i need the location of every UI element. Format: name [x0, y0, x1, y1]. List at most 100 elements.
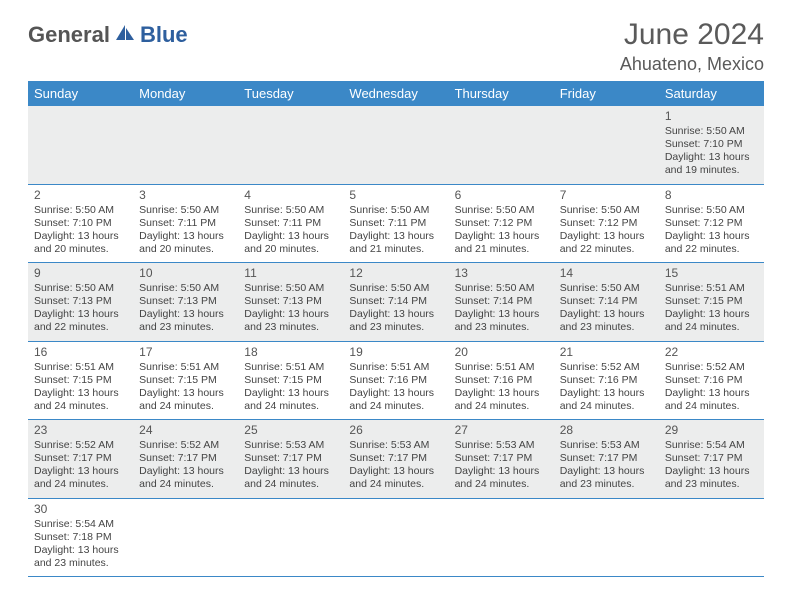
- page: General Blue June 2024 Ahuateno, Mexico …: [0, 0, 792, 595]
- day-number: 22: [665, 345, 758, 360]
- sunset-line: Sunset: 7:12 PM: [665, 217, 758, 230]
- calendar-day-cell: 5Sunrise: 5:50 AMSunset: 7:11 PMDaylight…: [343, 184, 448, 263]
- calendar-day-cell: 1Sunrise: 5:50 AMSunset: 7:10 PMDaylight…: [659, 106, 764, 184]
- daylight-line: Daylight: 13 hours and 23 minutes.: [560, 308, 653, 334]
- sunrise-line: Sunrise: 5:50 AM: [665, 125, 758, 138]
- page-title: June 2024: [620, 18, 764, 52]
- day-number: 5: [349, 188, 442, 203]
- calendar-day-cell: [133, 106, 238, 184]
- weekday-header: Sunday: [28, 81, 133, 106]
- sunrise-line: Sunrise: 5:50 AM: [139, 282, 232, 295]
- header: General Blue June 2024 Ahuateno, Mexico: [28, 18, 764, 75]
- calendar-day-cell: [554, 106, 659, 184]
- sunset-line: Sunset: 7:11 PM: [244, 217, 337, 230]
- daylight-line: Daylight: 13 hours and 23 minutes.: [244, 308, 337, 334]
- title-block: June 2024 Ahuateno, Mexico: [620, 18, 764, 75]
- sunrise-line: Sunrise: 5:50 AM: [560, 204, 653, 217]
- logo-text-general: General: [28, 22, 110, 48]
- calendar-day-cell: [554, 498, 659, 577]
- day-number: 15: [665, 266, 758, 281]
- sunrise-line: Sunrise: 5:53 AM: [349, 439, 442, 452]
- weekday-header: Thursday: [449, 81, 554, 106]
- day-number: 18: [244, 345, 337, 360]
- daylight-line: Daylight: 13 hours and 22 minutes.: [665, 230, 758, 256]
- location-label: Ahuateno, Mexico: [620, 54, 764, 75]
- weekday-header: Tuesday: [238, 81, 343, 106]
- sail-icon: [114, 24, 136, 47]
- calendar-day-cell: 28Sunrise: 5:53 AMSunset: 7:17 PMDayligh…: [554, 420, 659, 499]
- calendar-body: 1Sunrise: 5:50 AMSunset: 7:10 PMDaylight…: [28, 106, 764, 577]
- sunset-line: Sunset: 7:15 PM: [665, 295, 758, 308]
- logo: General Blue: [28, 22, 188, 48]
- sunrise-line: Sunrise: 5:52 AM: [139, 439, 232, 452]
- sunset-line: Sunset: 7:15 PM: [244, 374, 337, 387]
- daylight-line: Daylight: 13 hours and 22 minutes.: [560, 230, 653, 256]
- sunset-line: Sunset: 7:17 PM: [244, 452, 337, 465]
- calendar-day-cell: 4Sunrise: 5:50 AMSunset: 7:11 PMDaylight…: [238, 184, 343, 263]
- day-number: 13: [455, 266, 548, 281]
- weekday-header: Friday: [554, 81, 659, 106]
- daylight-line: Daylight: 13 hours and 24 minutes.: [455, 387, 548, 413]
- calendar-day-cell: 21Sunrise: 5:52 AMSunset: 7:16 PMDayligh…: [554, 341, 659, 420]
- daylight-line: Daylight: 13 hours and 20 minutes.: [139, 230, 232, 256]
- calendar-day-cell: 20Sunrise: 5:51 AMSunset: 7:16 PMDayligh…: [449, 341, 554, 420]
- calendar-day-cell: [238, 498, 343, 577]
- calendar-week-row: 16Sunrise: 5:51 AMSunset: 7:15 PMDayligh…: [28, 341, 764, 420]
- calendar-day-cell: [133, 498, 238, 577]
- sunset-line: Sunset: 7:11 PM: [349, 217, 442, 230]
- day-number: 2: [34, 188, 127, 203]
- sunset-line: Sunset: 7:12 PM: [560, 217, 653, 230]
- day-number: 24: [139, 423, 232, 438]
- sunrise-line: Sunrise: 5:52 AM: [665, 361, 758, 374]
- calendar-day-cell: 7Sunrise: 5:50 AMSunset: 7:12 PMDaylight…: [554, 184, 659, 263]
- calendar-day-cell: 30Sunrise: 5:54 AMSunset: 7:18 PMDayligh…: [28, 498, 133, 577]
- calendar-day-cell: [449, 106, 554, 184]
- sunset-line: Sunset: 7:17 PM: [139, 452, 232, 465]
- calendar-day-cell: 26Sunrise: 5:53 AMSunset: 7:17 PMDayligh…: [343, 420, 448, 499]
- sunset-line: Sunset: 7:13 PM: [34, 295, 127, 308]
- sunrise-line: Sunrise: 5:54 AM: [34, 518, 127, 531]
- sunrise-line: Sunrise: 5:50 AM: [455, 282, 548, 295]
- sunrise-line: Sunrise: 5:50 AM: [349, 204, 442, 217]
- sunset-line: Sunset: 7:17 PM: [560, 452, 653, 465]
- sunrise-line: Sunrise: 5:53 AM: [455, 439, 548, 452]
- sunset-line: Sunset: 7:17 PM: [349, 452, 442, 465]
- daylight-line: Daylight: 13 hours and 21 minutes.: [349, 230, 442, 256]
- weekday-header: Saturday: [659, 81, 764, 106]
- daylight-line: Daylight: 13 hours and 24 minutes.: [349, 465, 442, 491]
- logo-text-blue: Blue: [140, 22, 188, 48]
- sunrise-line: Sunrise: 5:50 AM: [455, 204, 548, 217]
- sunset-line: Sunset: 7:13 PM: [244, 295, 337, 308]
- daylight-line: Daylight: 13 hours and 23 minutes.: [349, 308, 442, 334]
- calendar-week-row: 30Sunrise: 5:54 AMSunset: 7:18 PMDayligh…: [28, 498, 764, 577]
- sunset-line: Sunset: 7:14 PM: [349, 295, 442, 308]
- daylight-line: Daylight: 13 hours and 24 minutes.: [455, 465, 548, 491]
- calendar-day-cell: 12Sunrise: 5:50 AMSunset: 7:14 PMDayligh…: [343, 263, 448, 342]
- sunrise-line: Sunrise: 5:50 AM: [244, 204, 337, 217]
- daylight-line: Daylight: 13 hours and 24 minutes.: [665, 308, 758, 334]
- day-number: 20: [455, 345, 548, 360]
- sunset-line: Sunset: 7:10 PM: [665, 138, 758, 151]
- sunrise-line: Sunrise: 5:51 AM: [455, 361, 548, 374]
- calendar-day-cell: 29Sunrise: 5:54 AMSunset: 7:17 PMDayligh…: [659, 420, 764, 499]
- weekday-header: Monday: [133, 81, 238, 106]
- daylight-line: Daylight: 13 hours and 24 minutes.: [139, 387, 232, 413]
- calendar-day-cell: 6Sunrise: 5:50 AMSunset: 7:12 PMDaylight…: [449, 184, 554, 263]
- calendar-day-cell: 17Sunrise: 5:51 AMSunset: 7:15 PMDayligh…: [133, 341, 238, 420]
- day-number: 26: [349, 423, 442, 438]
- day-number: 17: [139, 345, 232, 360]
- sunrise-line: Sunrise: 5:50 AM: [34, 204, 127, 217]
- daylight-line: Daylight: 13 hours and 23 minutes.: [665, 465, 758, 491]
- sunset-line: Sunset: 7:10 PM: [34, 217, 127, 230]
- daylight-line: Daylight: 13 hours and 21 minutes.: [455, 230, 548, 256]
- sunset-line: Sunset: 7:16 PM: [665, 374, 758, 387]
- sunset-line: Sunset: 7:16 PM: [560, 374, 653, 387]
- calendar-day-cell: 23Sunrise: 5:52 AMSunset: 7:17 PMDayligh…: [28, 420, 133, 499]
- calendar-day-cell: 25Sunrise: 5:53 AMSunset: 7:17 PMDayligh…: [238, 420, 343, 499]
- calendar-day-cell: 8Sunrise: 5:50 AMSunset: 7:12 PMDaylight…: [659, 184, 764, 263]
- day-number: 19: [349, 345, 442, 360]
- daylight-line: Daylight: 13 hours and 24 minutes.: [34, 387, 127, 413]
- calendar-day-cell: 2Sunrise: 5:50 AMSunset: 7:10 PMDaylight…: [28, 184, 133, 263]
- daylight-line: Daylight: 13 hours and 23 minutes.: [560, 465, 653, 491]
- daylight-line: Daylight: 13 hours and 24 minutes.: [139, 465, 232, 491]
